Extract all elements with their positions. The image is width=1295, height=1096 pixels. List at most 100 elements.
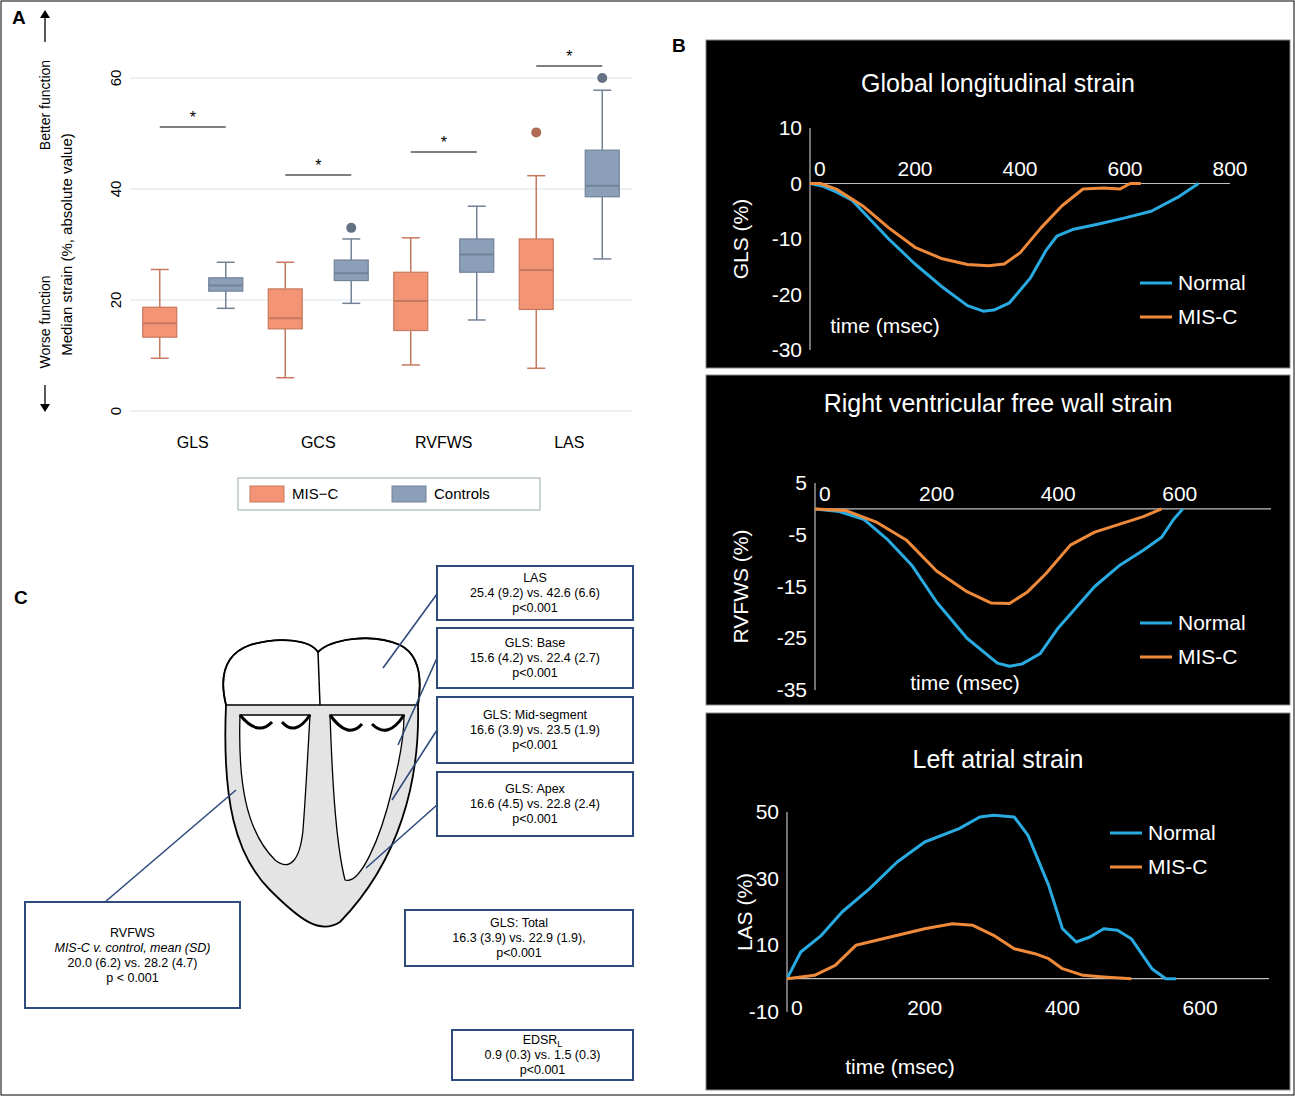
callout-text: 15.6 (4.2) vs. 22.4 (2.7)	[470, 651, 600, 665]
box	[209, 278, 243, 291]
figure: ABC0204060****GLSGCSRVFWSLASMedian strai…	[0, 0, 1295, 1096]
callout-title-text: GLS: Apex	[505, 782, 566, 796]
legend-swatch	[392, 486, 426, 502]
outlier	[346, 223, 356, 233]
whisker-cap	[276, 262, 294, 264]
x-axis	[815, 508, 1271, 509]
annotation: Better function	[37, 60, 53, 150]
plot-area	[815, 509, 1183, 666]
legend-label: Controls	[434, 485, 490, 502]
leader-line	[105, 790, 236, 902]
leader-line	[398, 658, 437, 745]
legend-label: MIS−C	[292, 485, 338, 502]
outlier	[597, 73, 607, 83]
legend: NormalMIS-C	[1140, 611, 1246, 668]
callout-text: p<0.001	[520, 1063, 566, 1077]
legend-swatch	[1110, 832, 1142, 835]
callout-text: 0.9 (0.3) vs. 1.5 (0.3)	[484, 1048, 600, 1062]
callout-title-text: GLS: Base	[505, 636, 565, 650]
x-tick-label: 400	[1045, 996, 1080, 1019]
y-axis	[814, 483, 815, 690]
median	[519, 269, 553, 271]
x-axis-title: time (msec)	[910, 671, 1020, 694]
box	[143, 307, 177, 337]
y-tick-label: 20	[107, 292, 124, 309]
callout-title: GLS: Apex	[505, 782, 566, 796]
significance-bar	[411, 151, 477, 152]
callout-text: p<0.001	[512, 738, 558, 752]
median	[209, 285, 243, 287]
legend-frame	[238, 478, 540, 510]
box	[334, 260, 368, 281]
x-tick-label: 400	[1002, 157, 1037, 180]
legend-label: MIS-C	[1148, 855, 1208, 878]
x-tick-label: 200	[897, 157, 932, 180]
median	[334, 272, 368, 274]
box	[394, 272, 428, 330]
callout-text: p < 0.001	[106, 971, 159, 985]
x-tick-label: 600	[1183, 996, 1218, 1019]
callout-title-text: RVFWS	[110, 926, 155, 940]
callout-text: 25.4 (9.2) vs. 42.6 (6.6)	[470, 586, 600, 600]
x-tick-label: 800	[1212, 157, 1247, 180]
callout-box	[437, 772, 633, 836]
x-tick-label: GLS	[177, 434, 209, 451]
significance-star: *	[441, 134, 447, 151]
y-tick-label: -10	[749, 1000, 779, 1023]
callout-text: 16.6 (4.5) vs. 22.8 (2.4)	[470, 797, 600, 811]
median	[143, 322, 177, 324]
legend: NormalMIS-C	[1140, 271, 1246, 328]
y-tick-label: 0	[107, 407, 124, 415]
callout-box	[437, 628, 633, 688]
figure-border	[1, 1, 1294, 1095]
callout-box	[437, 566, 633, 620]
annotation: Worse function	[37, 275, 53, 368]
panel-background	[706, 713, 1290, 1090]
callout-box	[437, 697, 633, 763]
valve	[330, 715, 362, 730]
callout-box	[25, 902, 240, 1008]
whisker-cap	[217, 308, 235, 310]
callout-title: RVFWS	[110, 926, 155, 940]
arrow-head	[40, 404, 50, 412]
grid-line	[130, 78, 632, 79]
grid-line	[130, 411, 632, 412]
y-tick-label: 60	[107, 70, 124, 87]
significance-star: *	[566, 48, 572, 65]
panel-background	[706, 375, 1290, 705]
significance-bar	[160, 126, 226, 127]
y-tick-label: 5	[795, 471, 807, 494]
chart-title: Right ventricular free wall strain	[824, 389, 1173, 417]
callout-text: 20.0 (6.2) vs. 28.2 (4.7)	[68, 956, 198, 970]
y-tick-label: 30	[756, 867, 779, 890]
box	[585, 150, 619, 197]
box	[268, 289, 302, 329]
callout-text: p<0.001	[512, 666, 558, 680]
x-tick-label: RVFWS	[415, 434, 472, 451]
whisker-cap	[342, 303, 360, 305]
whisker-cap	[468, 319, 486, 321]
valve	[372, 715, 404, 730]
whisker-cap	[151, 358, 169, 360]
callout-text: 16.6 (3.9) vs. 23.5 (1.9)	[470, 723, 600, 737]
legend-label: MIS-C	[1178, 645, 1238, 668]
line-series	[810, 184, 1141, 266]
line-series	[787, 815, 1176, 978]
heart-outline	[223, 638, 419, 926]
outlier	[531, 127, 541, 137]
panel-letter: B	[672, 35, 686, 56]
plot-area	[787, 815, 1176, 978]
leader-line	[383, 594, 437, 668]
legend-label: Normal	[1178, 271, 1246, 294]
line-series	[815, 509, 1183, 666]
chart-title: Global longitudinal strain	[861, 69, 1135, 97]
median	[268, 317, 302, 319]
median	[585, 185, 619, 187]
legend-swatch	[1110, 866, 1142, 869]
y-tick-label: 10	[779, 116, 802, 139]
callout-title: GLS: Base	[505, 636, 565, 650]
y-axis	[809, 128, 810, 350]
y-tick-label: -30	[772, 338, 802, 361]
callout-subtitle: MIS-C v. control, mean (SD)	[54, 941, 210, 955]
whisker-cap	[402, 237, 420, 239]
